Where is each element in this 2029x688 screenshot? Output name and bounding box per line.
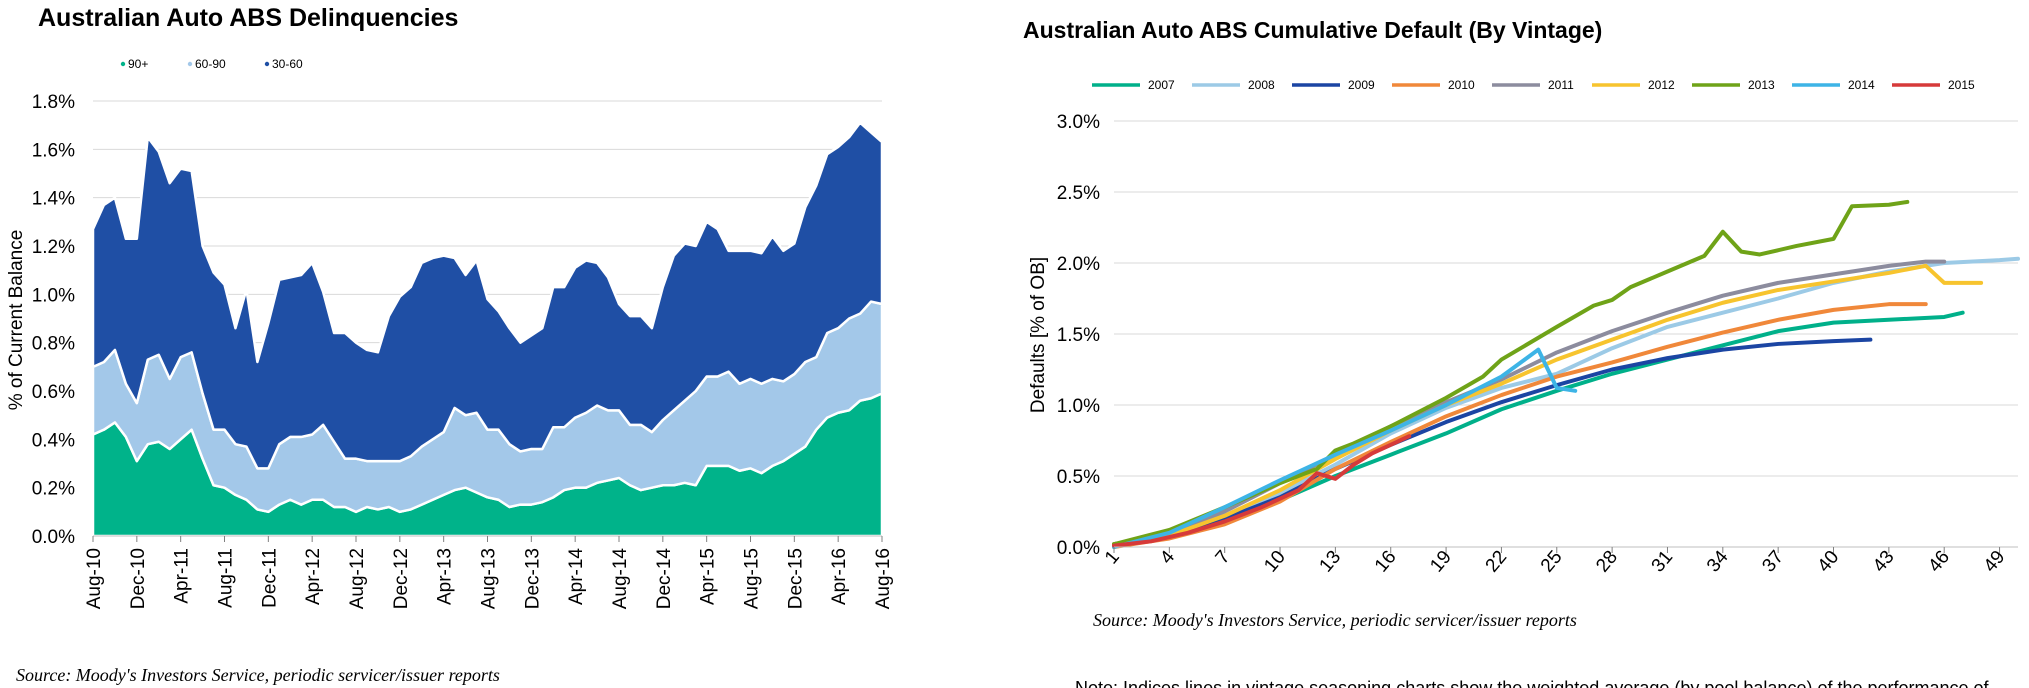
cumulative-default-gridlines — [1114, 120, 2018, 548]
x-tick-label: Apr-11 — [172, 548, 193, 604]
x-tick-label: Aug-13 — [479, 548, 500, 609]
cumulative-default-source: Source: Moody's Investors Service, perio… — [1093, 610, 1577, 630]
y-tick-label: 0.5% — [1057, 467, 1100, 488]
x-tick-label: 28 — [1592, 547, 1622, 577]
cumulative-default-lines — [1112, 199, 2020, 549]
cumulative-default-chart: Australian Auto ABS Cumulative Default (… — [1023, 17, 2020, 688]
line-series-2013 — [1112, 199, 1910, 547]
delinquencies-y-axis-label: % of Current Balance — [6, 230, 27, 411]
x-tick-label: 40 — [1814, 547, 1844, 577]
x-tick-label: 43 — [1869, 547, 1899, 577]
x-tick-label: 49 — [1980, 547, 2010, 577]
cumulative-default-y-axis-label: Defaults [% of OB] — [1028, 257, 1049, 413]
y-tick-label: 0.6% — [32, 382, 75, 403]
legend-label-90+: 90+ — [128, 57, 148, 71]
cumulative-default-legend: 2007 2008 2009 2010 2011 2012 2013 2014 2015 — [1092, 78, 1975, 92]
y-tick-label: 1.2% — [32, 237, 75, 258]
x-tick-label: Aug-15 — [742, 548, 763, 609]
x-tick-label: Dec-12 — [391, 548, 412, 609]
y-tick-label: 1.6% — [32, 140, 75, 161]
legend-label-2008: 2008 — [1248, 78, 1275, 92]
x-tick-label: Apr-16 — [829, 548, 850, 605]
legend-label-2010: 2010 — [1448, 78, 1475, 92]
delinquencies-y-ticks: 0.0% 0.2% 0.4% 0.6% 0.8% 1.0% 1.2% 1.4% 1.6% 1.8% — [32, 92, 75, 548]
cumulative-default-title: Australian Auto ABS Cumulative Default (… — [1023, 17, 1602, 43]
legend-label-2012: 2012 — [1648, 78, 1675, 92]
x-tick-label: 13 — [1316, 547, 1346, 577]
delinquencies-areas — [91, 121, 884, 538]
x-tick-label: 16 — [1371, 547, 1401, 577]
y-tick-label: 2.0% — [1057, 254, 1100, 275]
y-tick-label: 1.5% — [1057, 325, 1100, 346]
x-tick-label: Apr-13 — [435, 548, 456, 605]
legend-label-2014: 2014 — [1848, 78, 1875, 92]
x-tick-label: 37 — [1758, 547, 1788, 577]
x-tick-label: Aug-11 — [216, 548, 237, 608]
delinquencies-chart: Australian Auto ABS Delinquencies 90+ 60-… — [6, 4, 894, 685]
cumulative-default-y-ticks: 0.0% 0.5% 1.0% 1.5% 2.0% 2.5% 3.0% — [1057, 112, 1100, 559]
line-series-2015 — [1112, 434, 1412, 548]
x-tick-label: 25 — [1537, 547, 1567, 577]
area-series-30-60 — [91, 121, 884, 470]
legend-label-60-90: 60-90 — [195, 57, 226, 71]
y-tick-label: 1.0% — [32, 285, 75, 306]
x-tick-label: 10 — [1260, 547, 1290, 577]
x-tick-label: 19 — [1426, 547, 1456, 577]
x-tick-label: Aug-16 — [873, 548, 894, 609]
y-tick-label: 0.4% — [32, 430, 75, 451]
x-tick-label: Dec-14 — [654, 548, 675, 610]
x-tick-label: Dec-13 — [522, 548, 543, 609]
x-tick-label: Apr-12 — [303, 548, 324, 605]
y-tick-label: 2.5% — [1057, 183, 1100, 204]
cumulative-default-x-ticks: 1 4 7 10 13 16 19 22 25 28 31 34 37 40 43 46 49 — [1101, 546, 2009, 576]
line-series-2009 — [1112, 337, 1873, 547]
y-tick-label: 3.0% — [1057, 112, 1100, 133]
x-tick-label: 31 — [1648, 547, 1678, 577]
y-tick-label: 0.8% — [32, 334, 75, 355]
legend-label-2007: 2007 — [1148, 78, 1175, 92]
y-tick-label: 0.2% — [32, 479, 75, 500]
y-tick-label: 1.0% — [1057, 396, 1100, 417]
legend-label-2011: 2011 — [1548, 78, 1574, 92]
y-tick-label: 0.0% — [32, 527, 75, 548]
line-series-2012 — [1112, 263, 1984, 547]
x-tick-label: Dec-15 — [785, 548, 806, 609]
legend-label-30-60: 30-60 — [272, 57, 303, 71]
x-tick-label: Aug-12 — [347, 548, 368, 609]
legend-marker-90+ — [120, 61, 126, 67]
x-tick-label: 46 — [1924, 547, 1954, 577]
cumulative-default-note: Note: Indices lines in vintage seasoning… — [1075, 678, 1990, 688]
legend-marker-30-60 — [264, 61, 270, 67]
x-tick-label: Aug-14 — [610, 548, 631, 610]
y-tick-label: 1.4% — [32, 189, 75, 210]
legend-label-2009: 2009 — [1348, 78, 1375, 92]
y-tick-label: 0.0% — [1057, 538, 1100, 559]
x-tick-label: Aug-10 — [84, 548, 105, 609]
y-tick-label: 1.8% — [32, 92, 75, 113]
x-tick-label: 4 — [1156, 546, 1179, 568]
x-tick-label: 34 — [1703, 546, 1733, 576]
x-tick-label: Dec-10 — [128, 548, 149, 609]
legend-label-2015: 2015 — [1948, 78, 1975, 92]
x-tick-label: 22 — [1482, 547, 1512, 577]
legend-marker-60-90 — [187, 61, 193, 67]
delinquencies-legend: 90+ 60-90 30-60 — [120, 57, 303, 71]
x-tick-label: Apr-15 — [698, 548, 719, 605]
x-tick-label: Apr-14 — [566, 548, 587, 605]
legend-label-2013: 2013 — [1748, 78, 1775, 92]
line-series-2014 — [1112, 347, 1578, 549]
delinquencies-title: Australian Auto ABS Delinquencies — [38, 4, 458, 32]
x-tick-label: 7 — [1212, 547, 1235, 569]
delinquencies-source: Source: Moody's Investors Service, perio… — [16, 665, 500, 685]
x-tick-label: 1 — [1101, 547, 1124, 569]
delinquencies-x-ticks: Aug-10 Dec-10 Apr-11 Aug-11 Dec-11 Apr-12 Aug-… — [84, 536, 894, 609]
x-tick-label: Dec-11 — [259, 548, 280, 608]
